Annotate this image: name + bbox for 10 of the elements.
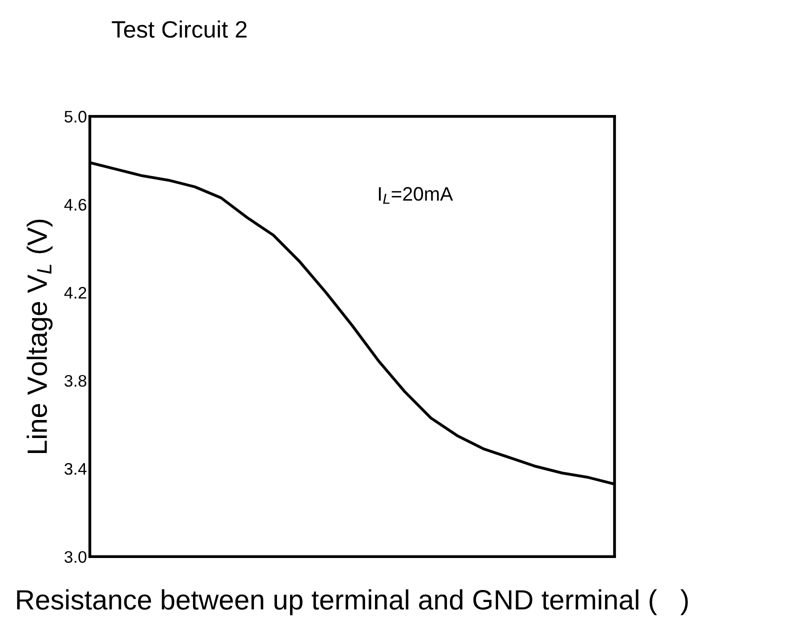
y-tick-label: 3.0 [64,551,86,563]
y-tick-label: 5.0 [64,110,86,123]
annotation: I$_{L}$=20mA [378,187,453,204]
y-tick-label: 3.4 [64,463,87,475]
x-axis-title: Resistance between up terminal and GND terminal ( ) [17,589,688,616]
y-tick-label: 3.8 [64,374,86,387]
y-tick-label: 4.2 [64,286,86,299]
y-tick-label: 4.6 [64,198,86,211]
chart-title: Test Circuit 2 [112,20,247,38]
y-axis-title: Line Voltage V$_{L}$ (V) [26,220,53,453]
